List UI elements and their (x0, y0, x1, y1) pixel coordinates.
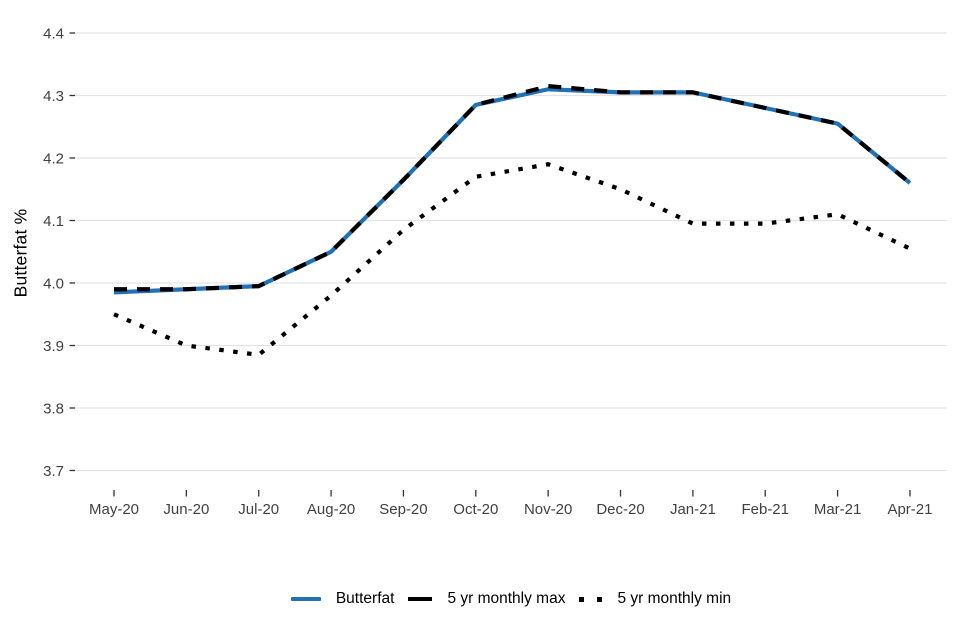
butterfat-line-swatch-icon (290, 596, 321, 602)
y-tick-label: 3.9 (43, 338, 64, 355)
y-tick-label: 3.7 (43, 463, 64, 480)
min-dot-swatch-icon (579, 596, 603, 602)
x-tick-label: Apr-21 (887, 501, 932, 518)
legend-dot (597, 596, 603, 602)
series-line-5-yr-monthly-max (114, 84, 912, 292)
x-tick-label: Nov-20 (524, 501, 572, 518)
legend-label-butterfat: Butterfat (335, 590, 395, 607)
y-tick-label: 4.4 (43, 26, 64, 43)
x-tick-label: Dec-20 (596, 501, 644, 518)
x-tick-label: Mar-21 (814, 501, 862, 518)
legend-item-5yr-max: 5 yr monthly max (408, 590, 565, 608)
legend-label-5yr-min: 5 yr monthly min (617, 590, 732, 607)
max-dash-swatch-icon (408, 596, 433, 602)
x-tick-label: Oct-20 (453, 501, 498, 518)
legend-dot (579, 596, 585, 602)
series-line-butterfat (113, 87, 912, 295)
y-tick-label: 4.1 (43, 213, 64, 230)
legend-item-5yr-min: 5 yr monthly min (579, 590, 731, 608)
plot-area: 3.7 3.8 3.9 4.0 4.1 4.2 4.3 4.4 May-20 Jun-20 Jul-… (43, 26, 947, 518)
x-tick-label: Jan-21 (670, 501, 716, 518)
y-tick-label: 3.8 (43, 401, 64, 418)
y-tick-label: 4.3 (43, 88, 64, 105)
x-tick-label: May-20 (89, 501, 139, 518)
x-tick-label: Sep-20 (379, 501, 427, 518)
x-tick-label: Jul-20 (238, 501, 279, 518)
series-line-5-yr-monthly-min (113, 162, 911, 357)
legend-label-5yr-max: 5 yr monthly max (447, 590, 566, 607)
legend-item-butterfat: Butterfat (290, 590, 395, 608)
legend: Butterfat 5 yr monthly max 5 yr monthly … (75, 588, 947, 610)
y-tick-label: 4.0 (43, 276, 64, 293)
x-tick-label: Jun-20 (163, 501, 209, 518)
x-tick-label: Feb-21 (741, 501, 789, 518)
y-tick-label: 4.2 (43, 151, 64, 168)
x-tick-label: Aug-20 (307, 501, 355, 518)
